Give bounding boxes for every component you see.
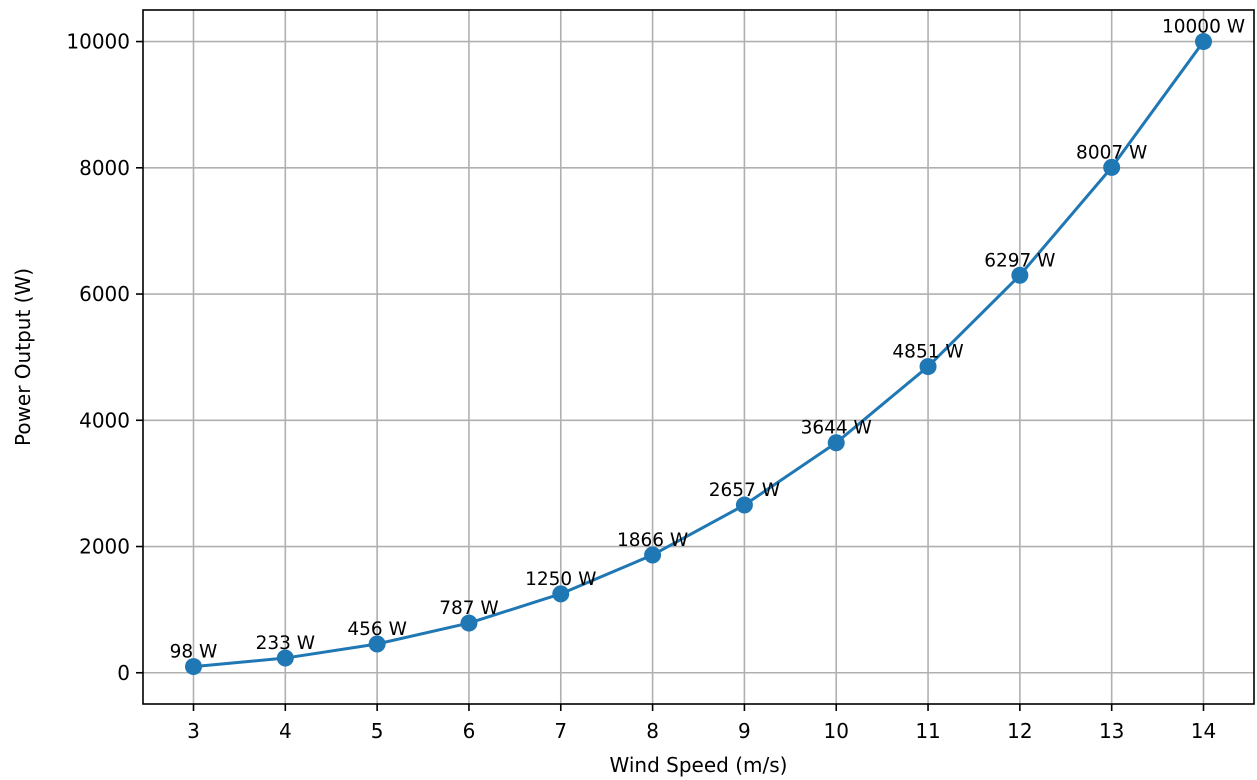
- data-point: [1103, 158, 1121, 176]
- data-point: [827, 434, 845, 452]
- axes-frame: [142, 9, 1255, 705]
- x-tick-label: 7: [554, 719, 567, 743]
- data-label: 6297 W: [984, 250, 1055, 271]
- data-point: [644, 546, 662, 564]
- x-tick-label: 14: [1191, 719, 1216, 743]
- data-label: 2657 W: [709, 480, 780, 501]
- x-tick-label: 10: [824, 719, 849, 743]
- x-tick-label: 9: [738, 719, 751, 743]
- data-point: [919, 358, 937, 376]
- data-point: [460, 614, 478, 632]
- data-label: 8007 W: [1076, 142, 1147, 163]
- data-label: 1866 W: [617, 530, 688, 551]
- y-tick-label: 4000: [79, 408, 130, 432]
- data-label: 233 W: [256, 633, 315, 654]
- data-label: 98 W: [170, 642, 218, 663]
- y-tick-label: 2000: [79, 535, 130, 559]
- x-axis-title: Wind Speed (m/s): [610, 753, 788, 777]
- data-point: [185, 658, 202, 676]
- x-tick-label: 11: [915, 719, 940, 743]
- y-tick-label: 0: [117, 661, 130, 685]
- y-tick-label: 6000: [79, 282, 130, 306]
- data-point: [1195, 33, 1212, 51]
- data-point: [368, 635, 386, 653]
- data-label: 10000 W: [1162, 17, 1245, 38]
- data-label: 4851 W: [892, 342, 963, 363]
- data-point: [735, 496, 753, 514]
- x-tick-label: 12: [1007, 719, 1032, 743]
- y-tick-label: 10000: [66, 30, 130, 54]
- data-label-layer: 98 W 233 W 456 W 787 W 1250 W 1866 W 2657 W 364…: [170, 17, 1245, 663]
- y-tick-label: 8000: [79, 156, 130, 180]
- data-label: 3644 W: [801, 418, 872, 439]
- grid-layer: [143, 10, 1254, 704]
- data-point: [1011, 266, 1029, 284]
- x-tick-label: 8: [646, 719, 659, 743]
- x-tick-label: 3: [187, 719, 200, 743]
- x-tick-label: 13: [1099, 719, 1124, 743]
- data-label: 456 W: [347, 619, 406, 640]
- data-point: [552, 585, 570, 603]
- y-axis-title: Power Output (W): [11, 268, 35, 446]
- x-tick-label: 5: [371, 719, 384, 743]
- tick-layer: 3 4 5 6 7 8 9 10 11 12 13 14 0 2000 4000 6000 8000 10000: [66, 30, 1216, 743]
- series-layer: [185, 33, 1212, 676]
- data-label: 787 W: [439, 598, 498, 619]
- data-label: 1250 W: [525, 569, 596, 590]
- data-point: [276, 649, 294, 667]
- x-tick-label: 4: [279, 719, 292, 743]
- series-line: [192, 40, 1205, 669]
- x-tick-label: 6: [463, 719, 476, 743]
